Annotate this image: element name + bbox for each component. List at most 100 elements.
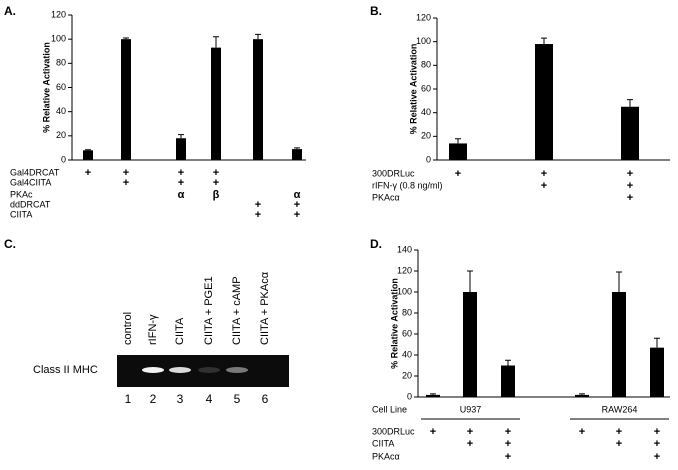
bar [449,143,467,160]
condition-cell: + [654,438,660,450]
bar [121,39,131,160]
condition-cell: β [213,189,220,201]
condition-cell: + [123,167,129,179]
error-bar [85,149,91,151]
y-tick-label: 80 [402,307,412,317]
gel-band [226,367,248,373]
panel-label: C. [4,237,16,251]
error-bar [616,271,622,292]
condition-cell: α [178,189,185,201]
bar [612,292,626,397]
condition-cell: + [255,209,261,221]
condition-cell: + [213,177,219,189]
lane-number: 3 [177,392,184,406]
lane-label: control [122,312,134,345]
error-bar [213,36,219,48]
error-bar [455,138,461,144]
error-bar [541,37,547,45]
condition-cell: + [654,426,660,438]
bar [211,47,221,160]
condition-cell: + [467,426,473,438]
condition-cell: + [213,167,219,179]
y-tick-label: 20 [421,131,431,141]
y-tick-label: 60 [421,83,431,93]
bar [535,44,553,160]
y-tick-label: 40 [421,107,431,117]
y-tick-label: 120 [416,12,431,22]
y-tick-label: 20 [56,130,66,140]
lane-number: 6 [262,392,269,406]
y-axis-label: % Relative Activation [389,278,399,369]
condition-cell: + [654,451,660,463]
panel-label: A. [4,4,16,18]
condition-cell: + [85,167,91,179]
condition-cell: + [178,167,184,179]
condition-label: 300DRLuc [372,168,415,178]
group-label: RAW264 [602,404,638,414]
lane-number: 1 [125,392,132,406]
condition-cell: + [627,192,633,204]
y-tick-label: 80 [56,58,66,68]
error-bar [294,147,300,150]
gel-row-label: Class II MHC [33,364,98,376]
condition-cell: + [255,199,261,211]
condition-cell: α [294,189,301,201]
condition-label: PKAc [10,189,33,199]
lane-number: 2 [150,392,157,406]
condition-cell: + [627,168,633,180]
y-tick-label: 40 [56,106,66,116]
condition-cell: + [467,438,473,450]
y-axis-label: % Relative Activation [408,44,418,135]
condition-label: PKAcα [372,451,400,461]
gel-band [169,367,191,373]
bar [501,365,515,397]
gel-band [198,367,220,373]
lane-label: rIFN-γ [147,314,159,345]
lane-label: CIITA + PKAcα [259,271,271,345]
condition-label: Gal4DRCAT [10,167,60,177]
panel-label: B. [370,4,382,18]
error-bar [178,134,184,139]
condition-label: PKAcα [372,192,400,202]
bar [463,292,477,397]
error-bar [123,37,129,40]
y-tick-label: 0 [426,154,431,164]
bar [253,39,263,160]
lane-label: CIITA + cAMP [231,276,243,345]
lane-label: CIITA + PGE1 [203,276,215,345]
y-tick-label: 80 [421,60,431,70]
y-tick-label: 120 [397,265,412,275]
lane-number: 4 [206,392,213,406]
condition-cell: + [505,438,511,450]
error-bar [654,337,660,348]
error-bar [467,270,473,292]
y-tick-label: 100 [51,34,66,44]
y-tick-label: 120 [51,9,66,19]
y-tick-label: 0 [407,391,412,401]
error-bar [627,99,633,107]
condition-label: CIITA [372,438,394,448]
bar [621,106,639,160]
lane-label: CIITA [174,317,186,345]
condition-cell: + [294,199,300,211]
condition-label: ddDRCAT [10,199,51,209]
condition-cell: + [123,177,129,189]
y-tick-label: 60 [402,328,412,338]
group-label: U937 [460,404,482,414]
condition-cell: + [455,168,461,180]
y-tick-label: 20 [402,370,412,380]
bar [83,150,93,160]
bar [650,347,664,397]
condition-cell: + [430,426,436,438]
condition-cell: + [616,438,622,450]
y-tick-label: 100 [397,286,412,296]
condition-cell: + [505,426,511,438]
gel-band [142,367,164,373]
y-tick-label: 0 [61,154,66,164]
error-bar [505,359,511,366]
condition-cell: + [294,209,300,221]
y-tick-label: 40 [402,349,412,359]
condition-cell: + [505,451,511,463]
y-tick-label: 60 [56,82,66,92]
